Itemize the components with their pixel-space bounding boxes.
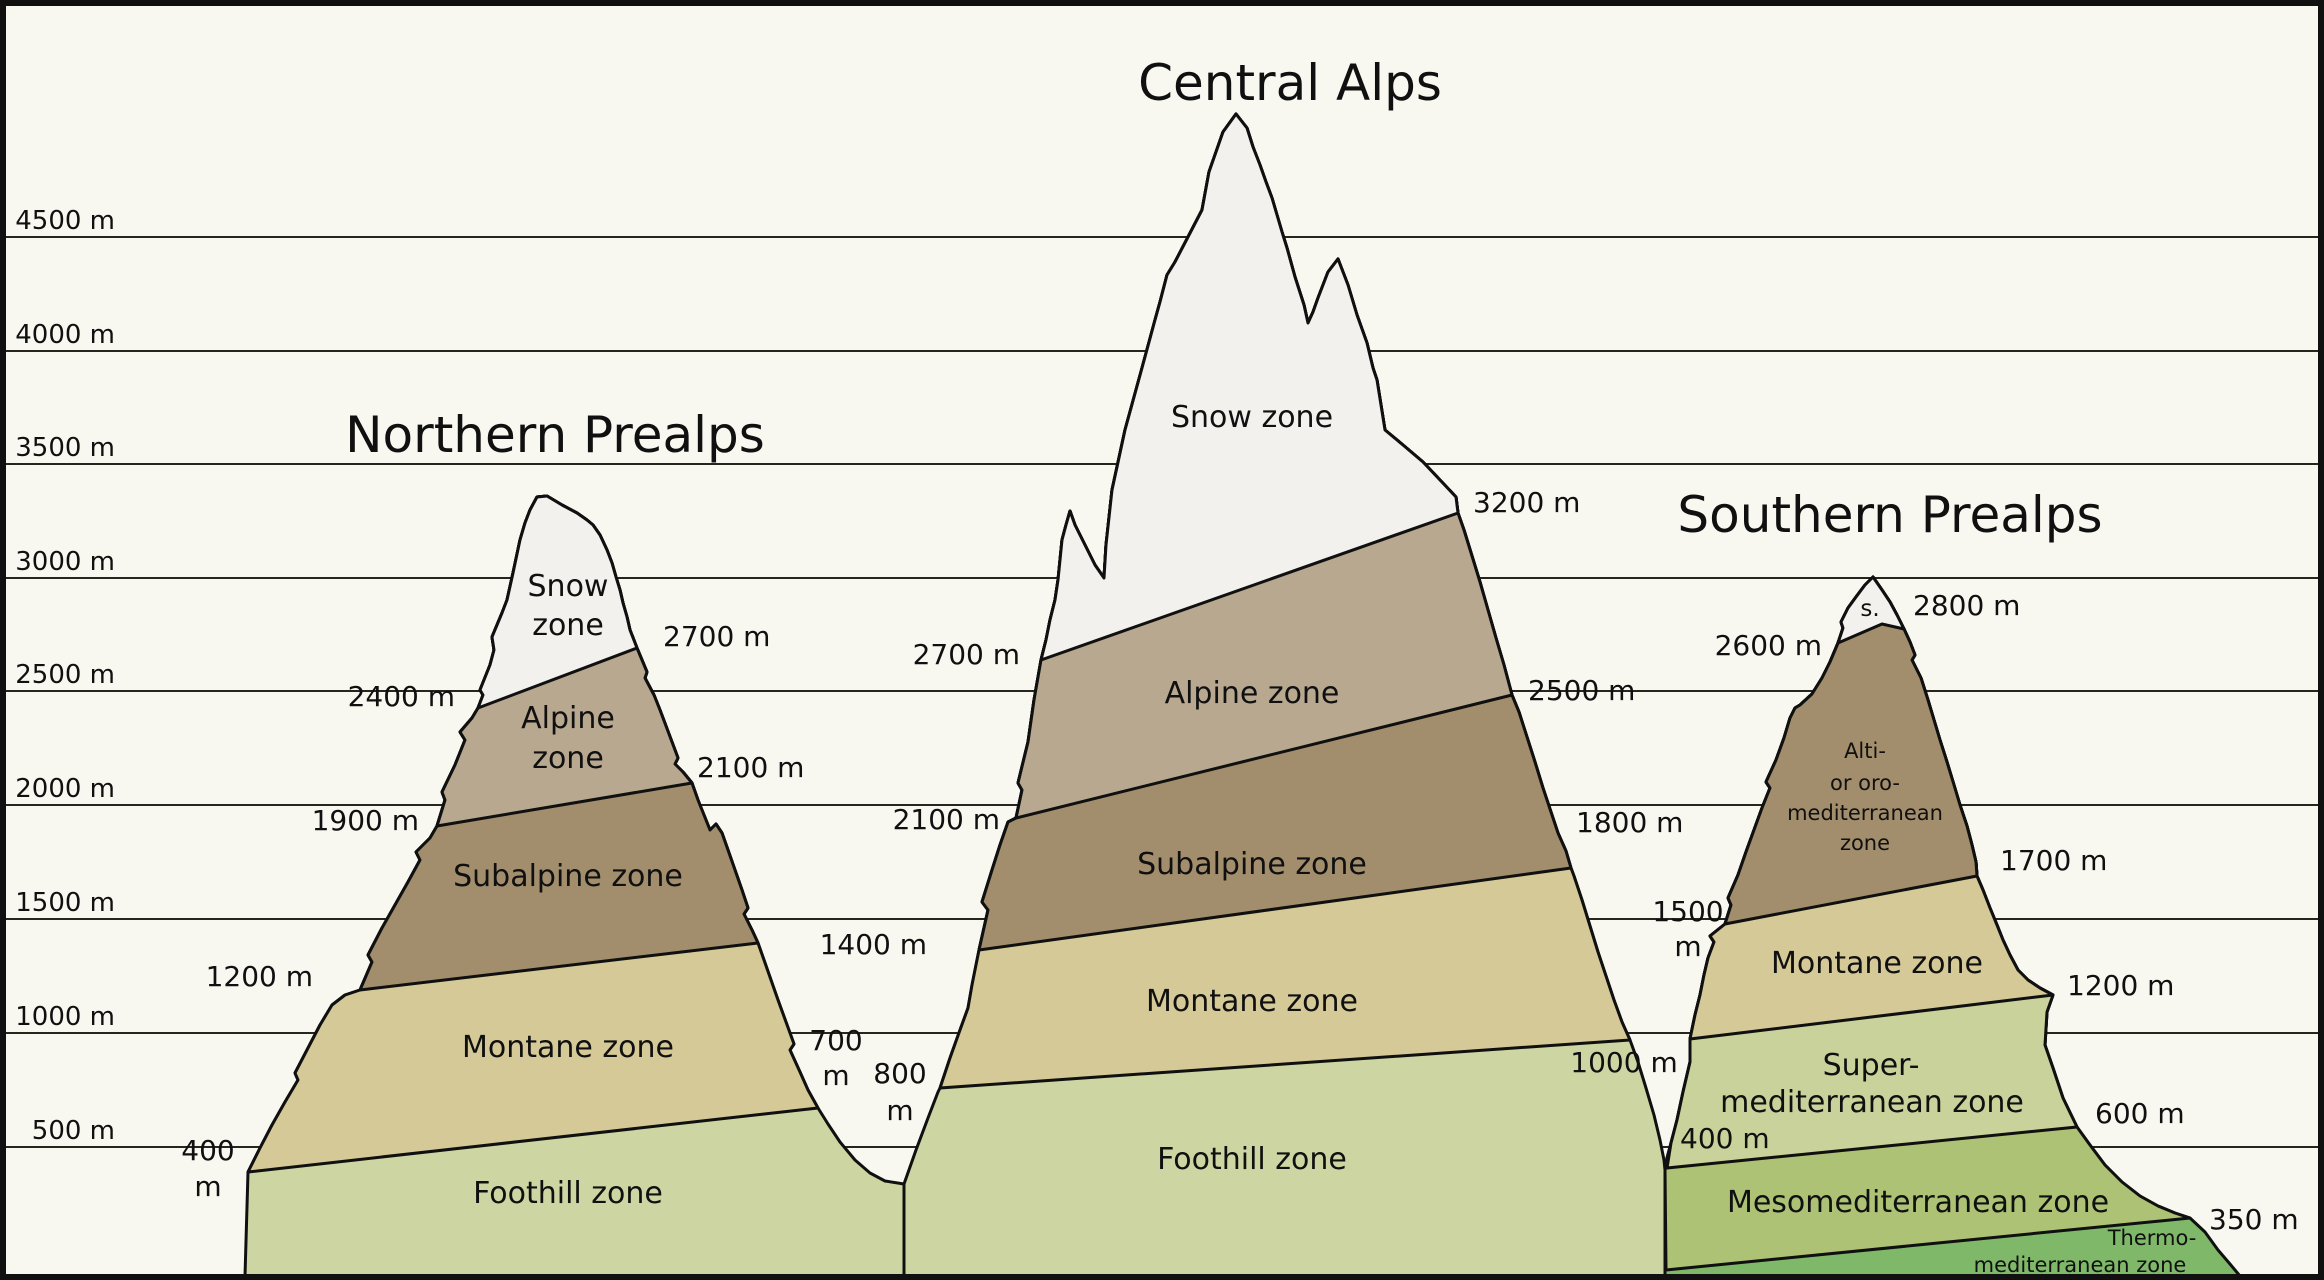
southern-snow-zone-area: [1836, 575, 1906, 645]
northern-elevation-labels: 2400 m 2700 m 1900 m 2100 m 1200 m 400 m…: [181, 620, 862, 1203]
southern-alti-zone-label-line2: or oro-: [1830, 771, 1900, 795]
northern-elev-2700: 2700 m: [663, 620, 770, 653]
northern-elev-2100: 2100 m: [697, 751, 804, 784]
central-elev-1000: 1000 m: [1570, 1046, 1677, 1079]
central-elev-1400: 1400 m: [820, 928, 927, 961]
northern-snow-zone-area: [476, 494, 639, 710]
central-elev-800-line1: 800: [873, 1057, 926, 1090]
northern-subalpine-zone-label: Subalpine zone: [453, 859, 683, 894]
northern-snow-zone-label-line1: Snow: [528, 569, 609, 604]
central-zone-labels: Snow zone Alpine zone Subalpine zone Mon…: [1137, 400, 1367, 1177]
region-titles: Northern Prealps Central Alps Southern P…: [345, 54, 2102, 544]
northern-zone-labels: Snow zone Alpine zone Subalpine zone Mon…: [453, 569, 683, 1211]
southern-elev-350: 350 m: [2209, 1203, 2299, 1236]
southern-elev-2600: 2600 m: [1715, 629, 1822, 662]
southern-prealps-title: Southern Prealps: [1677, 486, 2102, 544]
southern-thermo-zone-label-line1: Thermo-: [2107, 1226, 2197, 1250]
central-snow-zone-label: Snow zone: [1171, 400, 1333, 435]
northern-elev-700-line1: 700: [809, 1024, 862, 1057]
central-elevation-labels: 2700 m 3200 m 2100 m 2500 m 1400 m 1800 …: [820, 486, 1684, 1127]
axis-label-1000: 1000 m: [15, 1002, 115, 1032]
central-foothill-zone-label: Foothill zone: [1157, 1142, 1347, 1177]
southern-prealps-mountain: s. Alti- or oro- mediterranean zone Mont…: [1652, 575, 2299, 1278]
elevation-axis-labels: 4500 m 4000 m 3500 m 3000 m 2500 m 2000 …: [15, 206, 115, 1146]
northern-montane-zone-label: Montane zone: [462, 1030, 674, 1065]
southern-super-zone-label-line1: Super-: [1823, 1048, 1920, 1083]
northern-elev-400-line2: m: [194, 1170, 221, 1203]
axis-label-3500: 3500 m: [15, 433, 115, 463]
northern-elev-700-line2: m: [822, 1059, 849, 1092]
axis-label-2500: 2500 m: [15, 660, 115, 690]
axis-label-4500: 4500 m: [15, 206, 115, 236]
central-alpine-zone-label: Alpine zone: [1165, 676, 1340, 711]
axis-label-2000: 2000 m: [15, 774, 115, 804]
northern-foothill-zone-label: Foothill zone: [473, 1176, 663, 1211]
northern-alpine-zone-label-line2: zone: [532, 741, 604, 776]
northern-elev-2400: 2400 m: [348, 680, 455, 713]
central-montane-zone-label: Montane zone: [1146, 984, 1358, 1019]
northern-elev-1200: 1200 m: [206, 960, 313, 993]
southern-elev-1200: 1200 m: [2067, 969, 2174, 1002]
northern-elev-1900: 1900 m: [312, 804, 419, 837]
central-subalpine-zone-label: Subalpine zone: [1137, 847, 1367, 882]
axis-label-500: 500 m: [32, 1116, 115, 1146]
central-elev-800-line2: m: [886, 1094, 913, 1127]
central-elev-2700: 2700 m: [913, 638, 1020, 671]
southern-elev-1500-line1: 1500: [1652, 895, 1723, 928]
southern-snow-zone-label: s.: [1860, 596, 1879, 622]
northern-alpine-zone-label-line1: Alpine: [521, 701, 615, 736]
central-snow-zone-area: [1039, 112, 1460, 662]
southern-alti-zone-label-line3: mediterranean: [1787, 801, 1943, 825]
southern-elev-400: 400 m: [1680, 1122, 1770, 1155]
southern-elev-600: 600 m: [2095, 1097, 2185, 1130]
southern-meso-zone-label: Mesomediterranean zone: [1727, 1185, 2109, 1220]
axis-label-4000: 4000 m: [15, 320, 115, 350]
southern-alti-zone-label-line4: zone: [1840, 831, 1890, 855]
southern-super-zone-label-line2: mediterranean zone: [1720, 1085, 2024, 1120]
axis-label-3000: 3000 m: [15, 547, 115, 577]
southern-elevation-labels: 2600 m 2800 m 1500 m 1700 m 1200 m 400 m…: [1652, 589, 2298, 1236]
central-alps-mountain: Snow zone Alpine zone Subalpine zone Mon…: [820, 112, 1684, 1278]
central-alps-title: Central Alps: [1138, 54, 1442, 112]
northern-prealps-mountain: Snow zone Alpine zone Subalpine zone Mon…: [181, 494, 906, 1278]
southern-elev-2800: 2800 m: [1913, 589, 2020, 622]
southern-elev-1700: 1700 m: [2000, 844, 2107, 877]
axis-label-1500: 1500 m: [15, 888, 115, 918]
central-elev-3200: 3200 m: [1473, 486, 1580, 519]
central-elev-1800: 1800 m: [1576, 806, 1683, 839]
southern-thermo-zone-label-line2: mediterranean zone: [1974, 1253, 2187, 1277]
central-elev-2100: 2100 m: [893, 803, 1000, 836]
northern-snow-zone-label-line2: zone: [532, 608, 604, 643]
southern-zone-labels: s. Alti- or oro- mediterranean zone Mont…: [1720, 596, 2196, 1277]
central-elev-2500: 2500 m: [1528, 674, 1635, 707]
southern-elev-1500-line2: m: [1674, 930, 1701, 963]
southern-alti-zone-label-line1: Alti-: [1844, 739, 1886, 763]
southern-montane-zone-label: Montane zone: [1771, 946, 1983, 981]
northern-elev-400-line1: 400: [181, 1134, 234, 1167]
northern-prealps-title: Northern Prealps: [345, 406, 765, 464]
